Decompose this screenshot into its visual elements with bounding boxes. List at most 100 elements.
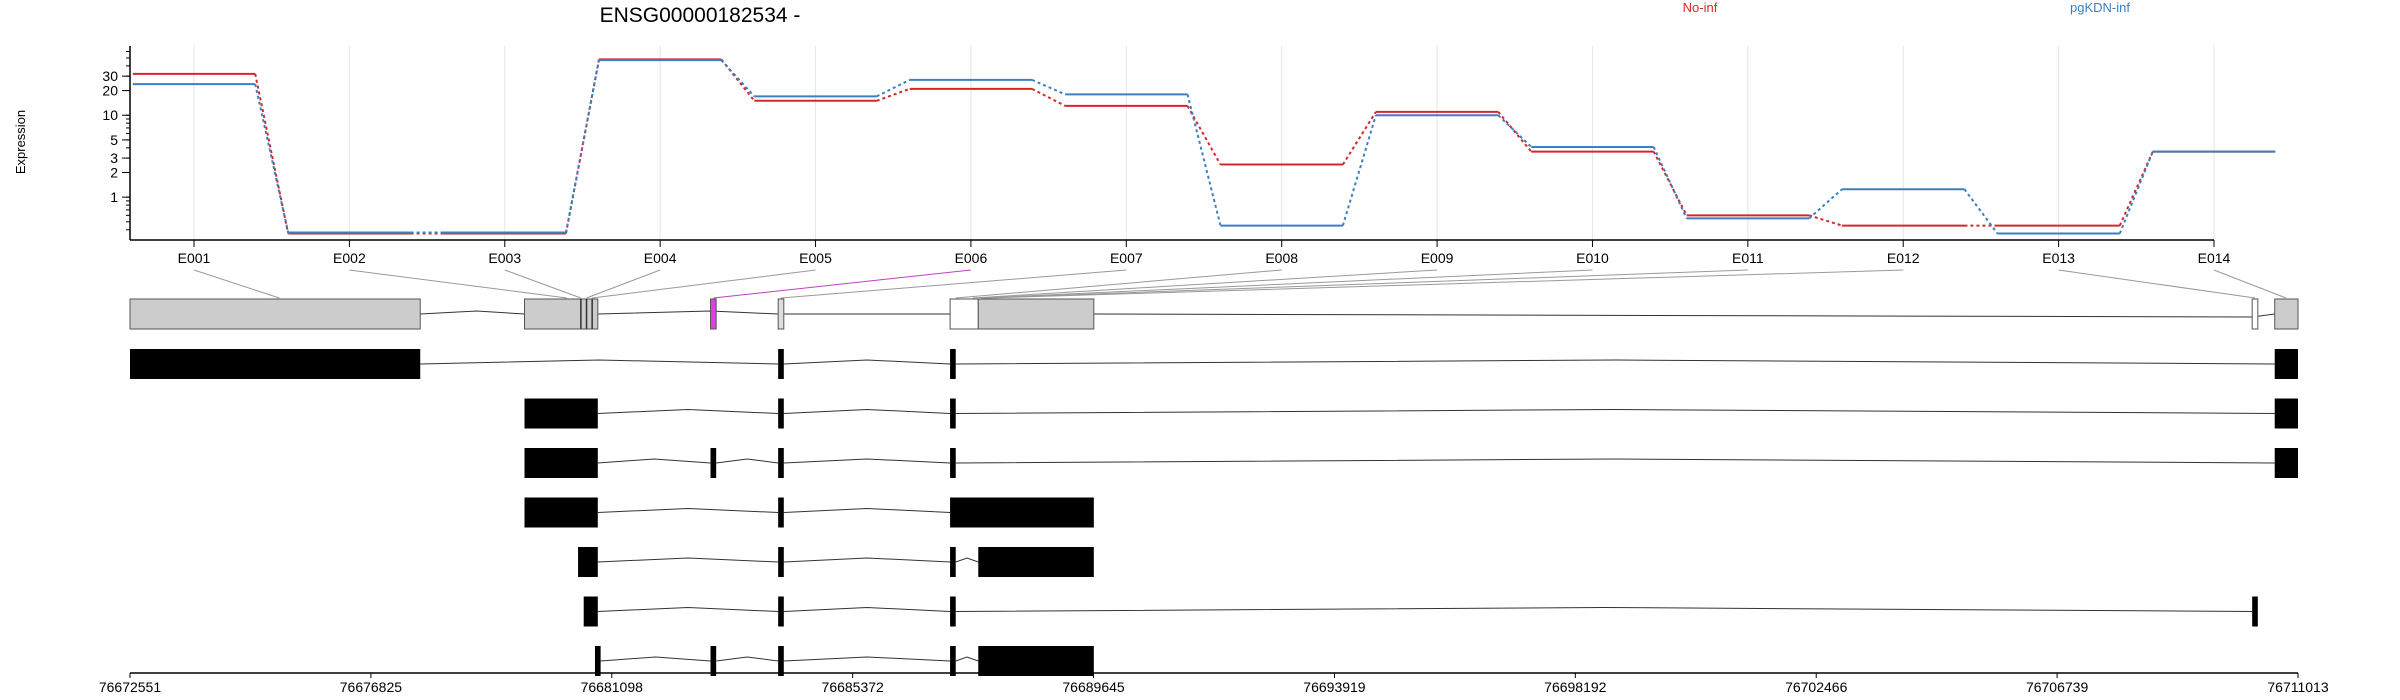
y-tick-label: 10 <box>102 107 118 123</box>
exon-connector <box>986 269 1904 299</box>
transcript-exon <box>594 646 601 676</box>
exon-box <box>777 298 785 330</box>
y-tick-label: 2 <box>110 165 118 181</box>
transcript-intron <box>597 507 779 513</box>
intron-line <box>1093 313 2275 318</box>
series-connector <box>564 59 600 233</box>
series-connector <box>1031 78 1066 96</box>
transcript-intron <box>955 656 979 662</box>
exon-connector <box>2058 269 2256 299</box>
transcript-intron <box>597 458 711 464</box>
series-connector <box>720 59 756 98</box>
genome-tick-label: 76706739 <box>2026 679 2089 695</box>
transcripts <box>130 349 2298 676</box>
exon-connector <box>981 269 1593 299</box>
x-tick-label: E004 <box>644 250 677 266</box>
exon-connector <box>2213 269 2287 299</box>
exon-connector <box>592 269 816 299</box>
series-connector <box>1963 188 1999 235</box>
transcript-intron <box>955 408 2275 414</box>
plot-gridlines <box>193 46 2215 240</box>
exon-box <box>524 298 599 330</box>
exon-connector <box>972 269 1438 299</box>
transcript-intron <box>716 458 779 464</box>
series-connector <box>1652 146 1688 219</box>
transcript-exon <box>583 596 598 627</box>
exon-connectors <box>193 269 2287 299</box>
series-connector <box>1808 214 1843 227</box>
series-connector <box>1031 87 1066 107</box>
y-tick-label: 5 <box>110 132 118 148</box>
x-tick-label: E009 <box>1421 250 1454 266</box>
genome-tick-label: 76681098 <box>581 679 644 695</box>
transcript-exon <box>778 596 784 627</box>
transcript-exon <box>950 596 956 627</box>
transcript-exon <box>2252 596 2258 627</box>
exon-connector <box>349 269 567 299</box>
genome-axis: 76672551 76676825 76681098 76685372 76689645… <box>99 672 2329 695</box>
gene-model <box>129 298 2299 330</box>
transcript-exon <box>950 646 956 676</box>
chart-title: ENSG00000182534 - <box>600 4 801 27</box>
transcript-exon <box>950 547 956 577</box>
transcript <box>524 398 2298 429</box>
series-connector <box>876 79 911 98</box>
x-tick-label: E002 <box>333 250 366 266</box>
transcript-exon <box>778 547 784 577</box>
transcript-intron <box>955 458 2275 464</box>
transcript-exon <box>778 398 784 429</box>
transcript-exon <box>2274 349 2298 379</box>
transcript-intron <box>955 359 2275 365</box>
transcript-exon <box>778 646 784 676</box>
x-tick-label: E011 <box>1732 250 1764 266</box>
transcript-exon <box>710 448 717 478</box>
x-tick-label: E001 <box>178 250 211 266</box>
transcript-intron <box>783 557 951 563</box>
x-axis: E001 E002 E003 E004 E005 E006 E007 E008 E009 E010… <box>130 239 2231 266</box>
transcript-intron <box>783 606 951 612</box>
exon-connector <box>955 269 1282 299</box>
y-axis-label: Expression <box>13 110 28 174</box>
transcript-exon <box>524 398 598 429</box>
transcript-exon <box>950 398 956 429</box>
genome-tick-label: 76711013 <box>2267 679 2328 695</box>
transcript-exon <box>524 497 598 528</box>
x-tick-label: E007 <box>1110 250 1143 266</box>
transcript <box>578 547 1094 577</box>
series-connector <box>1186 94 1222 226</box>
series-connector <box>1652 151 1688 216</box>
genome-tick-label: 76689645 <box>1062 679 1125 695</box>
transcript-exon <box>2274 448 2298 478</box>
x-tick-label: E012 <box>1887 250 1920 266</box>
series-connector <box>1808 188 1843 220</box>
exon-box <box>2274 298 2299 330</box>
transcript-exon <box>778 349 784 379</box>
transcript-intron <box>783 656 951 662</box>
x-tick-label: E014 <box>2198 250 2231 266</box>
intron-line <box>597 310 951 315</box>
genome-tick-label: 76676825 <box>340 679 403 695</box>
series-connector <box>254 83 290 233</box>
transcript-intron <box>783 359 951 365</box>
exon-connector <box>983 269 1748 299</box>
series-connector <box>1497 114 1532 148</box>
exon-box <box>2251 298 2259 330</box>
exon-connector <box>713 269 971 299</box>
transcript-exon <box>978 646 1094 676</box>
transcript <box>594 646 1094 676</box>
series-connector <box>1497 111 1533 153</box>
transcript-exon <box>2274 398 2298 429</box>
transcript-intron <box>420 359 779 365</box>
transcript <box>524 448 2298 478</box>
transcript <box>583 596 2258 627</box>
genome-tick-label: 76685372 <box>822 679 885 695</box>
transcript-intron <box>783 507 951 513</box>
transcript-exon <box>710 646 717 676</box>
transcript-exon <box>778 448 784 478</box>
x-tick-label: E008 <box>1265 250 1298 266</box>
transcript-intron <box>783 458 951 464</box>
exon-connector <box>586 269 661 299</box>
y-tick-label: 3 <box>110 150 118 166</box>
x-tick-label: E006 <box>955 250 988 266</box>
